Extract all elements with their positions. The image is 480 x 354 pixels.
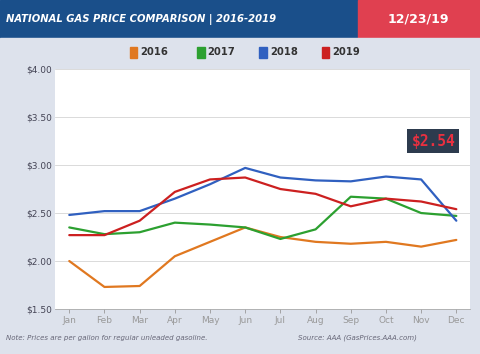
Text: $2.54: $2.54 <box>411 133 456 149</box>
Text: Source: AAA (GasPrices.AAA.com): Source: AAA (GasPrices.AAA.com) <box>298 335 417 341</box>
Text: 2019: 2019 <box>332 47 360 57</box>
Text: Note: Prices are per gallon for regular unleaded gasoline.: Note: Prices are per gallon for regular … <box>6 335 207 341</box>
Text: 2018: 2018 <box>270 47 298 57</box>
Bar <box>322 47 329 58</box>
Text: NATIONAL GAS PRICE COMPARISON | 2016-2019: NATIONAL GAS PRICE COMPARISON | 2016-201… <box>6 13 276 25</box>
Bar <box>130 47 137 58</box>
Text: 12/23/19: 12/23/19 <box>388 13 449 25</box>
Bar <box>0 0 358 38</box>
Bar <box>259 47 267 58</box>
Text: 2016: 2016 <box>140 47 168 57</box>
Text: 2017: 2017 <box>207 47 235 57</box>
Bar <box>358 0 480 38</box>
Bar <box>197 47 204 58</box>
